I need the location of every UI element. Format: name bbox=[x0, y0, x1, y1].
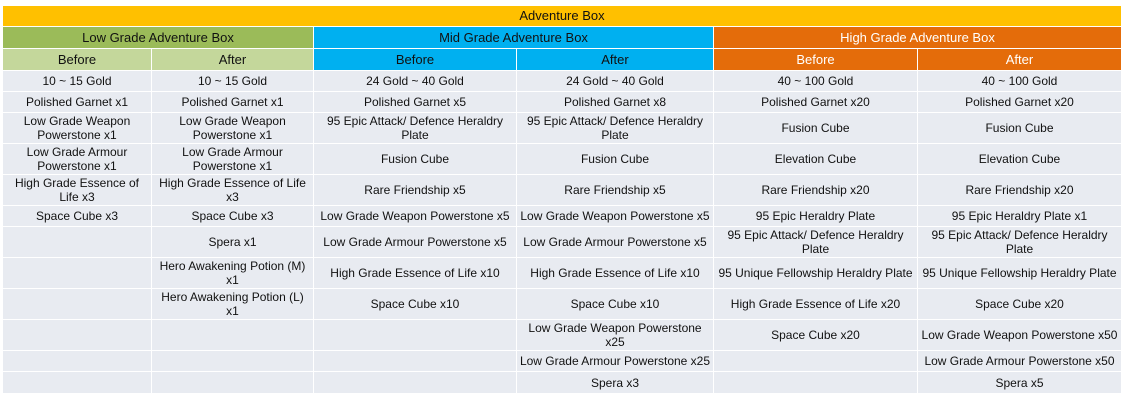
cell-low-before bbox=[2, 319, 152, 351]
cell-mid-before: Polished Garnet x5 bbox=[313, 91, 517, 113]
cell-high-before: Fusion Cube bbox=[713, 112, 918, 144]
group-header-high-grade: High Grade Adventure Box bbox=[713, 26, 1122, 49]
adventure-box-table: Adventure Box Low Grade Adventure Box Mi… bbox=[2, 5, 1122, 394]
table-row: Low Grade Weapon Powerstone x1 Low Grade … bbox=[2, 112, 1122, 144]
cell-high-after: 95 Epic Heraldry Plate x1 bbox=[917, 205, 1122, 227]
table-row: Space Cube x3 Space Cube x3 Low Grade Weap… bbox=[2, 205, 1122, 227]
cell-mid-after: Fusion Cube bbox=[516, 143, 714, 175]
cell-low-after: 10 ~ 15 Gold bbox=[151, 70, 314, 92]
cell-high-after: Polished Garnet x20 bbox=[917, 91, 1122, 113]
cell-mid-before: Rare Friendship x5 bbox=[313, 174, 517, 206]
cell-low-after: Hero Awakening Potion (L) x1 bbox=[151, 288, 314, 320]
column-header-mid-after: After bbox=[516, 48, 714, 71]
cell-low-after bbox=[151, 371, 314, 394]
table-row: Spera x1 Low Grade Armour Powerstone x5 Lo… bbox=[2, 226, 1122, 258]
cell-high-before: 40 ~ 100 Gold bbox=[713, 70, 918, 92]
table-row: Low Grade Armour Powerstone x25 Low Grade… bbox=[2, 350, 1122, 372]
cell-high-after: 40 ~ 100 Gold bbox=[917, 70, 1122, 92]
cell-low-before: Low Grade Armour Powerstone x1 bbox=[2, 143, 152, 175]
cell-mid-after: Low Grade Armour Powerstone x25 bbox=[516, 350, 714, 372]
table-row: Hero Awakening Potion (M) x1 High Grade E… bbox=[2, 257, 1122, 289]
cell-low-after: Low Grade Armour Powerstone x1 bbox=[151, 143, 314, 175]
cell-low-after bbox=[151, 350, 314, 372]
column-header-high-before: Before bbox=[713, 48, 918, 71]
cell-high-after: 95 Unique Fellowship Heraldry Plate bbox=[917, 257, 1122, 289]
cell-mid-after: Rare Friendship x5 bbox=[516, 174, 714, 206]
cell-mid-after: 95 Epic Attack/ Defence Heraldry Plate bbox=[516, 112, 714, 144]
cell-low-before: Space Cube x3 bbox=[2, 205, 152, 227]
cell-high-after: Elevation Cube bbox=[917, 143, 1122, 175]
cell-mid-before bbox=[313, 371, 517, 394]
cell-high-after: Spera x5 bbox=[917, 371, 1122, 394]
table-row: Low Grade Weapon Powerstone x25 Space Cub… bbox=[2, 319, 1122, 351]
cell-low-before: Polished Garnet x1 bbox=[2, 91, 152, 113]
cell-mid-after: Low Grade Weapon Powerstone x5 bbox=[516, 205, 714, 227]
cell-high-after: Fusion Cube bbox=[917, 112, 1122, 144]
cell-low-before: Low Grade Weapon Powerstone x1 bbox=[2, 112, 152, 144]
cell-mid-before: Space Cube x10 bbox=[313, 288, 517, 320]
cell-low-after: Space Cube x3 bbox=[151, 205, 314, 227]
cell-mid-after: 24 Gold ~ 40 Gold bbox=[516, 70, 714, 92]
cell-mid-before: 95 Epic Attack/ Defence Heraldry Plate bbox=[313, 112, 517, 144]
table-title: Adventure Box bbox=[2, 5, 1122, 27]
cell-low-after: Hero Awakening Potion (M) x1 bbox=[151, 257, 314, 289]
cell-high-before: Rare Friendship x20 bbox=[713, 174, 918, 206]
cell-mid-after: Spera x3 bbox=[516, 371, 714, 394]
cell-low-before bbox=[2, 226, 152, 258]
cell-high-before: Polished Garnet x20 bbox=[713, 91, 918, 113]
cell-high-before: 95 Epic Heraldry Plate bbox=[713, 205, 918, 227]
cell-high-before bbox=[713, 350, 918, 372]
cell-high-after: Rare Friendship x20 bbox=[917, 174, 1122, 206]
cell-low-before bbox=[2, 350, 152, 372]
cell-low-after: Low Grade Weapon Powerstone x1 bbox=[151, 112, 314, 144]
cell-mid-after: Polished Garnet x8 bbox=[516, 91, 714, 113]
column-header-low-before: Before bbox=[2, 48, 152, 71]
cell-mid-after: Low Grade Armour Powerstone x5 bbox=[516, 226, 714, 258]
column-header-low-after: After bbox=[151, 48, 314, 71]
cell-low-before bbox=[2, 288, 152, 320]
cell-high-after: Low Grade Armour Powerstone x50 bbox=[917, 350, 1122, 372]
cell-low-after bbox=[151, 319, 314, 351]
cell-low-before bbox=[2, 371, 152, 394]
table-body: 10 ~ 15 Gold 10 ~ 15 Gold 24 Gold ~ 40 Gol… bbox=[2, 70, 1122, 394]
cell-high-before: 95 Epic Attack/ Defence Heraldry Plate bbox=[713, 226, 918, 258]
column-header-mid-before: Before bbox=[313, 48, 517, 71]
table-row: Spera x3 Spera x5 bbox=[2, 371, 1122, 394]
cell-high-before: 95 Unique Fellowship Heraldry Plate bbox=[713, 257, 918, 289]
cell-mid-before: 24 Gold ~ 40 Gold bbox=[313, 70, 517, 92]
cell-high-before: High Grade Essence of Life x20 bbox=[713, 288, 918, 320]
cell-low-after: Spera x1 bbox=[151, 226, 314, 258]
cell-mid-after: Low Grade Weapon Powerstone x25 bbox=[516, 319, 714, 351]
cell-low-before bbox=[2, 257, 152, 289]
cell-mid-after: High Grade Essence of Life x10 bbox=[516, 257, 714, 289]
cell-high-after: 95 Epic Attack/ Defence Heraldry Plate bbox=[917, 226, 1122, 258]
table-row: High Grade Essence of Life x3 High Grade … bbox=[2, 174, 1122, 206]
cell-high-before: Space Cube x20 bbox=[713, 319, 918, 351]
cell-high-before bbox=[713, 371, 918, 394]
cell-mid-after: Space Cube x10 bbox=[516, 288, 714, 320]
cell-mid-before: Fusion Cube bbox=[313, 143, 517, 175]
cell-mid-before: High Grade Essence of Life x10 bbox=[313, 257, 517, 289]
table-row: Polished Garnet x1 Polished Garnet x1 Poli… bbox=[2, 91, 1122, 113]
cell-mid-before: Low Grade Weapon Powerstone x5 bbox=[313, 205, 517, 227]
group-header-low-grade: Low Grade Adventure Box bbox=[2, 26, 314, 49]
table-row: 10 ~ 15 Gold 10 ~ 15 Gold 24 Gold ~ 40 Gol… bbox=[2, 70, 1122, 92]
cell-mid-before: Low Grade Armour Powerstone x5 bbox=[313, 226, 517, 258]
cell-high-before: Elevation Cube bbox=[713, 143, 918, 175]
table-row: Hero Awakening Potion (L) x1 Space Cube x… bbox=[2, 288, 1122, 320]
cell-low-before: High Grade Essence of Life x3 bbox=[2, 174, 152, 206]
group-header-mid-grade: Mid Grade Adventure Box bbox=[313, 26, 714, 49]
cell-low-after: High Grade Essence of Life x3 bbox=[151, 174, 314, 206]
cell-high-after: Low Grade Weapon Powerstone x50 bbox=[917, 319, 1122, 351]
cell-mid-before bbox=[313, 319, 517, 351]
cell-high-after: Space Cube x20 bbox=[917, 288, 1122, 320]
cell-mid-before bbox=[313, 350, 517, 372]
cell-low-before: 10 ~ 15 Gold bbox=[2, 70, 152, 92]
cell-low-after: Polished Garnet x1 bbox=[151, 91, 314, 113]
table-row: Low Grade Armour Powerstone x1 Low Grade … bbox=[2, 143, 1122, 175]
column-header-high-after: After bbox=[917, 48, 1122, 71]
